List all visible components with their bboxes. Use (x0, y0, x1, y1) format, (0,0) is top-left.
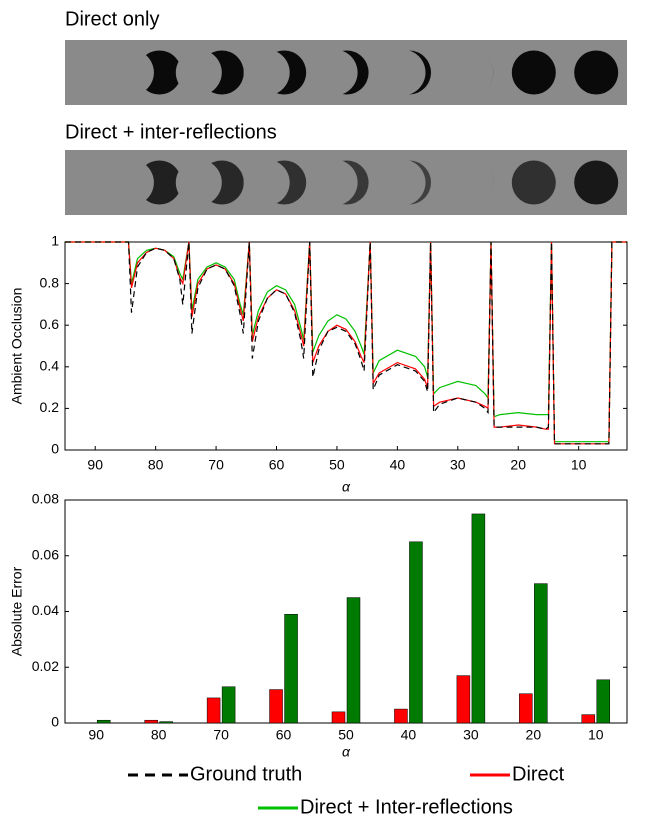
x-tick-label: 80 (148, 457, 164, 473)
moon-shadow (175, 49, 222, 96)
y-tick-label: 0.6 (40, 316, 60, 332)
series-line (65, 241, 627, 443)
x-tick-label: 90 (87, 457, 103, 473)
moon-shadow (379, 159, 426, 206)
x-tick-label: 50 (338, 727, 354, 743)
bar (144, 719, 158, 724)
x-axis-title: α (342, 744, 351, 760)
x-tick-label: 20 (526, 727, 542, 743)
bar (206, 697, 221, 724)
x-tick-label: 40 (401, 727, 417, 743)
x-tick-label: 40 (390, 457, 406, 473)
y-tick-label: 0 (51, 441, 59, 457)
x-tick-label: 60 (269, 457, 285, 473)
x-tick-label: 30 (463, 727, 479, 743)
x-tick-label: 10 (588, 727, 604, 743)
x-tick-label: 80 (151, 727, 167, 743)
moon-shadow (431, 64, 447, 81)
bar (221, 686, 236, 724)
y-tick-label: 0.2 (40, 399, 60, 415)
series-line (65, 241, 627, 445)
moon-shadow (431, 174, 447, 191)
x-axis-title: α (342, 479, 351, 495)
bar (581, 714, 596, 724)
y-tick-label: 0.08 (32, 491, 59, 507)
bar (346, 597, 361, 724)
x-tick-label: 60 (276, 727, 292, 743)
y-tick-label: 0.04 (32, 602, 59, 618)
legend-label: Direct (512, 763, 565, 785)
x-tick-label: 10 (571, 457, 587, 473)
legend-label: Ground truth (190, 763, 302, 785)
bar (394, 708, 408, 724)
plot-frame (64, 241, 628, 451)
moon (511, 50, 556, 95)
moon-shadow (447, 49, 494, 96)
bar (534, 583, 548, 724)
bar (331, 711, 346, 724)
y-tick-label: 0.8 (40, 274, 60, 290)
x-tick-label: 20 (510, 457, 526, 473)
legend-label: Direct + Inter-reflections (300, 796, 513, 818)
bar (159, 721, 173, 724)
bar (519, 693, 533, 724)
bar (471, 513, 486, 724)
bar (269, 689, 283, 724)
x-tick-label: 50 (329, 457, 345, 473)
strip-label: Direct only (65, 8, 159, 30)
strip-label: Direct + inter-reflections (65, 121, 277, 143)
y-tick-label: 0.06 (32, 546, 59, 562)
y-axis-title: Ambient Occlusion (9, 288, 25, 405)
moon-shadow (107, 49, 154, 96)
y-tick-label: 1 (51, 233, 59, 249)
y-tick-label: 0.02 (32, 658, 59, 674)
bar (596, 679, 611, 724)
bar (409, 541, 423, 724)
moon-shadow (311, 49, 358, 96)
moon-shadow (311, 159, 358, 206)
series-line (65, 241, 627, 445)
moon-shadow (107, 159, 154, 206)
x-tick-label: 90 (88, 727, 104, 743)
x-tick-label: 70 (208, 457, 224, 473)
y-axis-title: Absolute Error (9, 566, 25, 656)
x-tick-label: 70 (213, 727, 229, 743)
moon-shadow (175, 159, 222, 206)
moon (574, 160, 619, 205)
moon (511, 160, 556, 205)
bar (456, 675, 471, 724)
moon-shadow (379, 49, 426, 96)
y-tick-label: 0.4 (40, 358, 60, 374)
bar (284, 614, 298, 724)
y-tick-label: 0 (51, 714, 59, 730)
moon (574, 50, 619, 95)
bar (96, 719, 111, 724)
moon-shadow (243, 159, 290, 206)
moon-shadow (243, 49, 290, 96)
x-tick-label: 30 (450, 457, 466, 473)
moon-shadow (447, 159, 494, 206)
